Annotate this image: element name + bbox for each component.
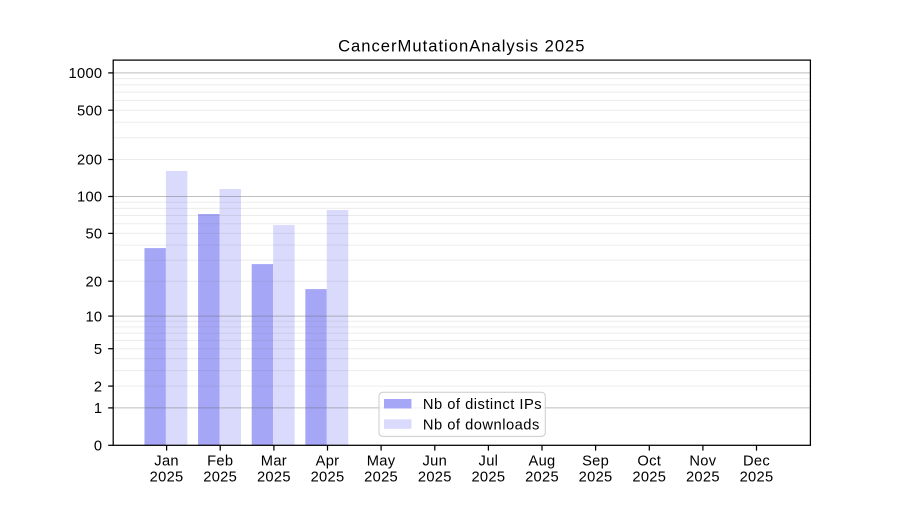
svg-text:Nb of distinct IPs: Nb of distinct IPs [423,397,542,413]
svg-text:2025: 2025 [686,469,720,485]
svg-text:Oct: Oct [637,454,661,470]
svg-text:2025: 2025 [579,469,613,485]
svg-text:Apr: Apr [316,454,340,470]
svg-text:5: 5 [94,342,102,358]
svg-text:2025: 2025 [311,469,345,485]
svg-text:200: 200 [77,153,102,169]
svg-text:Nov: Nov [689,454,716,470]
svg-text:1000: 1000 [69,66,103,82]
svg-text:CancerMutationAnalysis 2025: CancerMutationAnalysis 2025 [338,36,585,55]
svg-text:500: 500 [77,103,102,119]
svg-text:Mar: Mar [261,454,287,470]
svg-text:10: 10 [85,309,102,325]
svg-text:2025: 2025 [525,469,559,485]
svg-text:0: 0 [94,439,102,455]
svg-text:Jun: Jun [423,454,448,470]
svg-text:1: 1 [94,401,102,417]
svg-text:2025: 2025 [471,469,505,485]
svg-text:2025: 2025 [632,469,666,485]
svg-text:20: 20 [85,274,102,290]
svg-text:2025: 2025 [418,469,452,485]
svg-text:50: 50 [85,227,102,243]
svg-text:Sep: Sep [582,454,609,470]
svg-text:Jan: Jan [154,454,179,470]
svg-text:2025: 2025 [740,469,774,485]
svg-text:Nb of downloads: Nb of downloads [423,417,540,433]
svg-text:2025: 2025 [150,469,184,485]
svg-text:100: 100 [77,190,102,206]
svg-text:May: May [367,454,396,470]
svg-text:2: 2 [94,379,102,395]
svg-text:2025: 2025 [203,469,237,485]
svg-text:Aug: Aug [528,454,555,470]
svg-text:Dec: Dec [743,454,770,470]
svg-text:Jul: Jul [479,454,499,470]
svg-text:2025: 2025 [364,469,398,485]
svg-text:Feb: Feb [207,454,233,470]
svg-text:2025: 2025 [257,469,291,485]
